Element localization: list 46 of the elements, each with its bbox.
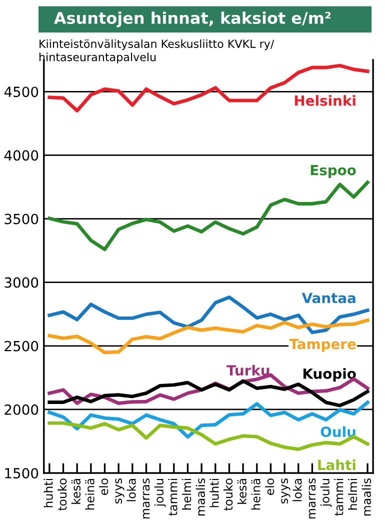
chart-subtitle: Kiinteistönvälitysalan Keskusliitto KVKL ry/ hintaseurantapalvelu [40,39,274,64]
series-label: Helsinki [294,95,356,106]
y-tick-label: 4500 [4,86,38,98]
x-tick-label: huhti [210,478,219,508]
x-tick-label: kesä [237,478,246,504]
line-series [48,64,370,112]
line-series [48,400,370,439]
series-label: Kuopio [304,368,356,382]
x-tick-label: syys [115,478,124,504]
x-tick-label: loka [126,478,136,502]
line-series [48,180,370,252]
x-tick-label: maalis [362,478,371,516]
y-tick-label: 3500 [4,214,38,224]
series-label: Turku [226,364,270,376]
chart-title: Asuntojen hinnat, kaksiot e/m² [54,12,331,28]
y-tick-label: 2000 [4,404,38,415]
line-series [48,318,370,354]
x-tick-label: heinä [85,478,94,510]
x-tick-label: helmi [348,478,358,510]
x-tick-label: tammi [334,478,344,516]
x-tick-label: heinä [251,478,260,510]
x-tick-label: helmi [182,478,192,510]
series-label: Vantaa [302,292,356,304]
y-tick-label: 3000 [4,277,38,288]
series-label: Lahti [318,459,356,470]
x-tick-label: huhti [44,478,53,508]
series-label: Tampere [289,338,356,352]
series-label: Espoo [310,165,356,178]
y-tick-label: 1500 [5,468,38,478]
x-tick-label: tammi [168,478,178,516]
x-tick-label: elo [99,478,108,495]
x-tick-label: touko [58,478,67,511]
x-tick-label: marras [308,478,316,518]
x-tick-label: maalis [196,478,205,516]
x-tick-label: touko [224,478,233,511]
y-tick-label: 2500 [4,340,38,352]
x-tick-label: kesä [71,478,81,504]
x-tick-label: joulu [320,478,332,507]
series-label: Oulu [320,426,356,438]
x-tick-label: marras [142,478,150,518]
x-tick-label: joulu [154,478,166,507]
line-series [48,421,370,451]
x-tick-label: elo [265,478,274,495]
x-tick-label: syys [281,478,290,504]
y-tick-label: 4000 [4,150,38,161]
x-tick-label: loka [292,478,302,502]
